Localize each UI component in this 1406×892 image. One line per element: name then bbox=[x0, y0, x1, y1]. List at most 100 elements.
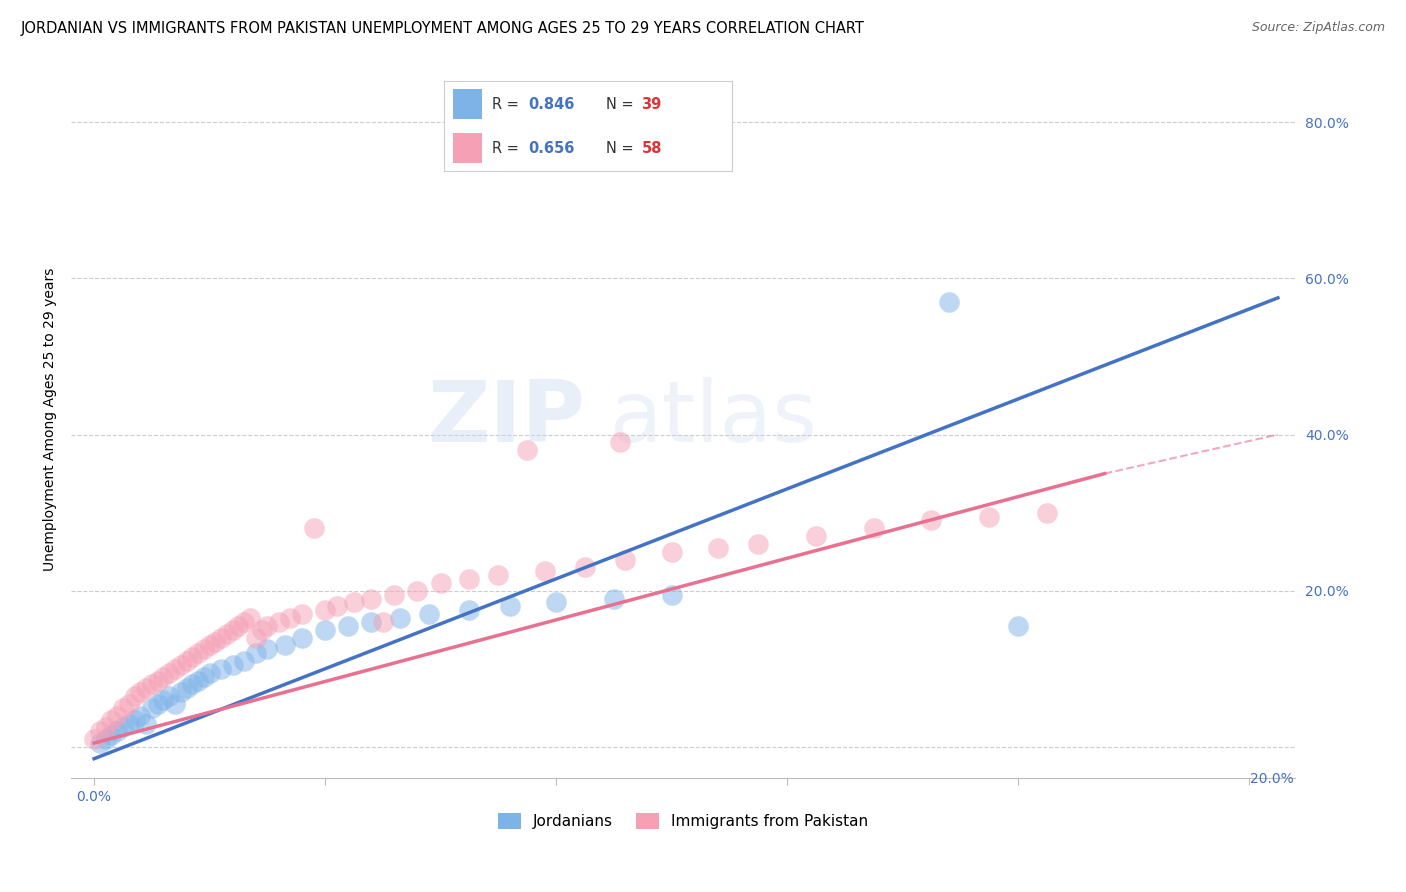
Point bbox=[325, 599, 347, 614]
Point bbox=[314, 623, 336, 637]
Point bbox=[233, 615, 256, 629]
Point bbox=[533, 564, 555, 578]
Point bbox=[384, 588, 406, 602]
Text: atlas: atlas bbox=[610, 377, 818, 460]
Point bbox=[181, 650, 204, 665]
Point bbox=[920, 513, 942, 527]
Point bbox=[256, 619, 278, 633]
Point bbox=[187, 646, 209, 660]
Point bbox=[222, 657, 245, 672]
Point bbox=[516, 443, 538, 458]
Point bbox=[418, 607, 440, 622]
Point bbox=[198, 665, 221, 680]
Point bbox=[614, 552, 637, 566]
Point bbox=[291, 631, 314, 645]
Point bbox=[141, 677, 163, 691]
Point bbox=[83, 732, 105, 747]
Point bbox=[228, 619, 250, 633]
Point bbox=[343, 595, 366, 609]
Text: Source: ZipAtlas.com: Source: ZipAtlas.com bbox=[1251, 21, 1385, 34]
Point bbox=[111, 701, 134, 715]
Legend: Jordanians, Immigrants from Pakistan: Jordanians, Immigrants from Pakistan bbox=[492, 807, 875, 835]
Point bbox=[176, 681, 198, 696]
Point bbox=[209, 662, 232, 676]
Point bbox=[302, 521, 325, 535]
Point bbox=[222, 623, 245, 637]
Point bbox=[181, 677, 204, 691]
Y-axis label: Unemployment Among Ages 25 to 29 years: Unemployment Among Ages 25 to 29 years bbox=[44, 268, 58, 571]
Point bbox=[100, 713, 122, 727]
Point bbox=[747, 537, 769, 551]
Point bbox=[458, 572, 481, 586]
Point bbox=[105, 724, 128, 739]
Point bbox=[360, 615, 382, 629]
Point bbox=[204, 634, 226, 648]
Point bbox=[250, 623, 273, 637]
Point bbox=[360, 591, 382, 606]
Point bbox=[609, 435, 631, 450]
Point bbox=[233, 654, 256, 668]
Point bbox=[163, 662, 186, 676]
Point bbox=[135, 681, 157, 696]
Point bbox=[429, 576, 451, 591]
Point bbox=[245, 646, 267, 660]
Point bbox=[458, 603, 481, 617]
Point bbox=[187, 673, 209, 688]
Point bbox=[129, 685, 152, 699]
Text: JORDANIAN VS IMMIGRANTS FROM PAKISTAN UNEMPLOYMENT AMONG AGES 25 TO 29 YEARS COR: JORDANIAN VS IMMIGRANTS FROM PAKISTAN UN… bbox=[21, 21, 865, 36]
Point bbox=[124, 690, 146, 704]
Point bbox=[193, 670, 215, 684]
Point bbox=[176, 654, 198, 668]
Point bbox=[215, 626, 238, 640]
Point bbox=[170, 657, 193, 672]
Point bbox=[198, 639, 221, 653]
Point bbox=[105, 708, 128, 723]
Point bbox=[1007, 619, 1029, 633]
Point bbox=[100, 728, 122, 742]
Point bbox=[574, 560, 596, 574]
Point bbox=[141, 701, 163, 715]
Point bbox=[94, 721, 117, 735]
Point bbox=[111, 721, 134, 735]
Point bbox=[371, 615, 394, 629]
Point bbox=[979, 509, 1001, 524]
Point bbox=[256, 642, 278, 657]
Point bbox=[152, 693, 174, 707]
Point bbox=[546, 595, 568, 609]
Point bbox=[661, 588, 683, 602]
Point bbox=[499, 599, 522, 614]
Point bbox=[337, 619, 360, 633]
Point bbox=[239, 611, 262, 625]
Point bbox=[157, 665, 180, 680]
Point bbox=[124, 713, 146, 727]
Point bbox=[707, 541, 730, 555]
Point bbox=[314, 603, 336, 617]
Point bbox=[280, 611, 302, 625]
Point bbox=[152, 670, 174, 684]
Point bbox=[245, 631, 267, 645]
Point bbox=[291, 607, 314, 622]
Point bbox=[146, 673, 169, 688]
Point bbox=[661, 544, 683, 558]
Point bbox=[135, 716, 157, 731]
Text: 20.0%: 20.0% bbox=[1250, 772, 1294, 786]
Point bbox=[146, 697, 169, 711]
Point bbox=[129, 708, 152, 723]
Point bbox=[938, 294, 960, 309]
Point bbox=[89, 724, 111, 739]
Point bbox=[862, 521, 884, 535]
Point bbox=[267, 615, 290, 629]
Point bbox=[118, 697, 141, 711]
Point bbox=[89, 736, 111, 750]
Point bbox=[118, 716, 141, 731]
Point bbox=[163, 697, 186, 711]
Point bbox=[1036, 506, 1059, 520]
Point bbox=[603, 591, 626, 606]
Point bbox=[157, 690, 180, 704]
Point bbox=[804, 529, 827, 543]
Point bbox=[209, 631, 232, 645]
Point bbox=[94, 732, 117, 747]
Point bbox=[486, 568, 509, 582]
Point bbox=[193, 642, 215, 657]
Point bbox=[406, 583, 429, 598]
